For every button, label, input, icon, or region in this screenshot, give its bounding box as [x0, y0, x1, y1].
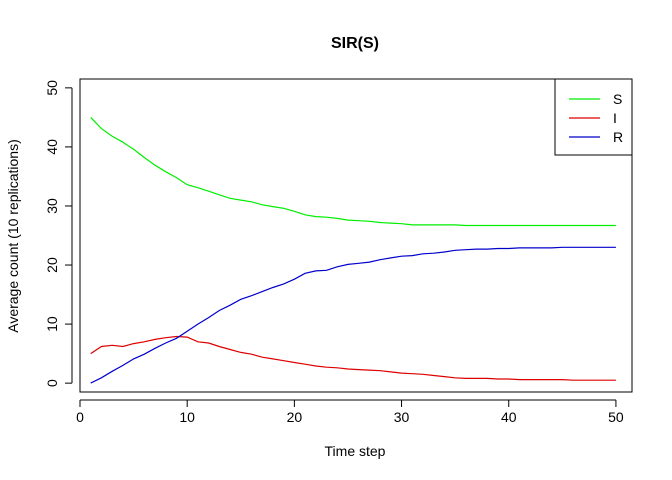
x-axis: 0 10 20 30 40 50	[76, 399, 624, 425]
y-tick-label: 20	[44, 257, 60, 273]
x-tick-label: 0	[76, 409, 84, 425]
x-tick-label: 30	[394, 409, 410, 425]
legend-label-s: S	[613, 91, 622, 107]
x-tick-label: 10	[179, 409, 195, 425]
legend-label-i: I	[613, 110, 617, 126]
x-tick-label: 50	[608, 409, 624, 425]
y-tick-label: 40	[44, 139, 60, 155]
y-axis-label: Average count (10 replications)	[5, 139, 21, 333]
series-lines	[90, 116, 616, 384]
x-tick-label: 20	[287, 409, 303, 425]
chart-title: SIR(S)	[331, 35, 379, 52]
legend-box	[554, 78, 633, 156]
x-axis-label: Time step	[325, 443, 386, 459]
y-tick-label: 30	[44, 198, 60, 214]
y-axis: 0 10 20 30 40 50	[44, 80, 73, 387]
y-tick-label: 10	[44, 316, 60, 332]
y-tick-label: 0	[44, 379, 60, 387]
series-line-r	[90, 246, 616, 384]
y-tick-label: 50	[44, 80, 60, 96]
x-tick-label: 40	[501, 409, 517, 425]
legend: SIR	[554, 78, 633, 156]
plot-frame	[79, 78, 633, 393]
legend-label-r: R	[613, 129, 623, 145]
series-line-s	[90, 116, 616, 227]
